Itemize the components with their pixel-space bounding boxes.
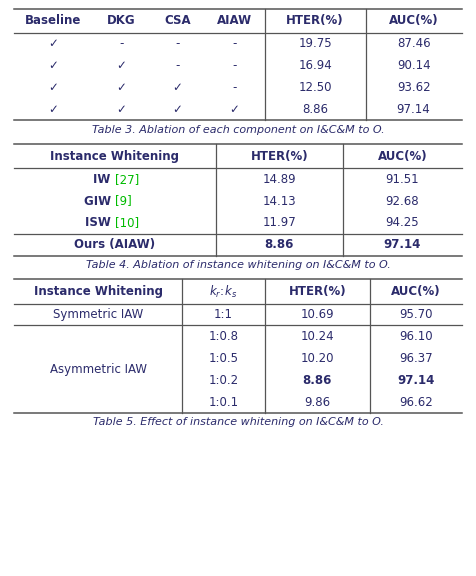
- Text: Instance Whitening: Instance Whitening: [50, 150, 179, 162]
- Text: 14.13: 14.13: [263, 195, 296, 207]
- Text: 1:0.5: 1:0.5: [208, 352, 238, 365]
- Text: 10.24: 10.24: [301, 330, 334, 343]
- Text: Table 5. Effect of instance whitening on I&C&M to O.: Table 5. Effect of instance whitening on…: [92, 417, 384, 427]
- Text: 8.86: 8.86: [265, 238, 294, 251]
- Text: Asymmetric IAW: Asymmetric IAW: [50, 363, 147, 376]
- Text: 8.86: 8.86: [303, 374, 332, 386]
- Text: ✓: ✓: [49, 103, 59, 116]
- Text: 16.94: 16.94: [298, 59, 332, 72]
- Text: [27]: [27]: [115, 173, 139, 185]
- Text: 12.50: 12.50: [298, 81, 332, 94]
- Text: ISW: ISW: [85, 217, 115, 229]
- Text: 11.97: 11.97: [262, 217, 296, 229]
- Text: 1:0.2: 1:0.2: [208, 374, 238, 386]
- Text: -: -: [232, 59, 237, 72]
- Text: Table 3. Ablation of each component on I&C&M to O.: Table 3. Ablation of each component on I…: [92, 124, 384, 135]
- Text: 95.70: 95.70: [399, 308, 433, 321]
- Text: AUC(%): AUC(%): [391, 285, 441, 298]
- Text: HTER(%): HTER(%): [250, 150, 308, 162]
- Text: -: -: [176, 59, 180, 72]
- Text: 97.14: 97.14: [397, 374, 435, 386]
- Text: $k_r\!:\!k_s$: $k_r\!:\!k_s$: [209, 283, 238, 300]
- Text: AUC(%): AUC(%): [389, 14, 438, 27]
- Text: 87.46: 87.46: [397, 37, 430, 50]
- Text: Symmetric IAW: Symmetric IAW: [53, 308, 143, 321]
- Text: DKG: DKG: [108, 14, 136, 27]
- Text: AIAW: AIAW: [217, 14, 252, 27]
- Text: 8.86: 8.86: [302, 103, 328, 116]
- Text: 14.89: 14.89: [263, 173, 296, 185]
- Text: [9]: [9]: [115, 195, 132, 207]
- Text: Baseline: Baseline: [25, 14, 81, 27]
- Text: 1:0.8: 1:0.8: [208, 330, 238, 343]
- Text: ✓: ✓: [49, 59, 59, 72]
- Text: IW: IW: [93, 173, 115, 185]
- Text: 94.25: 94.25: [386, 217, 419, 229]
- Text: 96.10: 96.10: [399, 330, 433, 343]
- Text: 9.86: 9.86: [304, 396, 330, 408]
- Text: HTER(%): HTER(%): [288, 285, 346, 298]
- Text: 90.14: 90.14: [397, 59, 430, 72]
- Text: 96.37: 96.37: [399, 352, 433, 365]
- Text: CSA: CSA: [164, 14, 191, 27]
- Text: 92.68: 92.68: [386, 195, 419, 207]
- Text: 97.14: 97.14: [397, 103, 430, 116]
- Text: GIW: GIW: [84, 195, 115, 207]
- Text: ✓: ✓: [230, 103, 239, 116]
- Text: ✓: ✓: [117, 81, 127, 94]
- Text: -: -: [232, 37, 237, 50]
- Text: Table 4. Ablation of instance whitening on I&C&M to O.: Table 4. Ablation of instance whitening …: [86, 260, 390, 270]
- Text: 91.51: 91.51: [386, 173, 419, 185]
- Text: 97.14: 97.14: [384, 238, 421, 251]
- Text: 1:1: 1:1: [214, 308, 233, 321]
- Text: Ours (AIAW): Ours (AIAW): [74, 238, 156, 251]
- Text: AUC(%): AUC(%): [377, 150, 427, 162]
- Text: 96.62: 96.62: [399, 396, 433, 408]
- Text: 10.69: 10.69: [301, 308, 334, 321]
- Text: ✓: ✓: [49, 81, 59, 94]
- Text: ✓: ✓: [49, 37, 59, 50]
- Text: 93.62: 93.62: [397, 81, 430, 94]
- Text: -: -: [176, 37, 180, 50]
- Text: ✓: ✓: [173, 103, 182, 116]
- Text: -: -: [232, 81, 237, 94]
- Text: ✓: ✓: [173, 81, 182, 94]
- Text: 19.75: 19.75: [298, 37, 332, 50]
- Text: -: -: [119, 37, 124, 50]
- Text: HTER(%): HTER(%): [287, 14, 344, 27]
- Text: ✓: ✓: [117, 103, 127, 116]
- Text: ✓: ✓: [117, 59, 127, 72]
- Text: 10.20: 10.20: [301, 352, 334, 365]
- Text: Instance Whitening: Instance Whitening: [34, 285, 163, 298]
- Text: 1:0.1: 1:0.1: [208, 396, 238, 408]
- Text: [10]: [10]: [115, 217, 139, 229]
